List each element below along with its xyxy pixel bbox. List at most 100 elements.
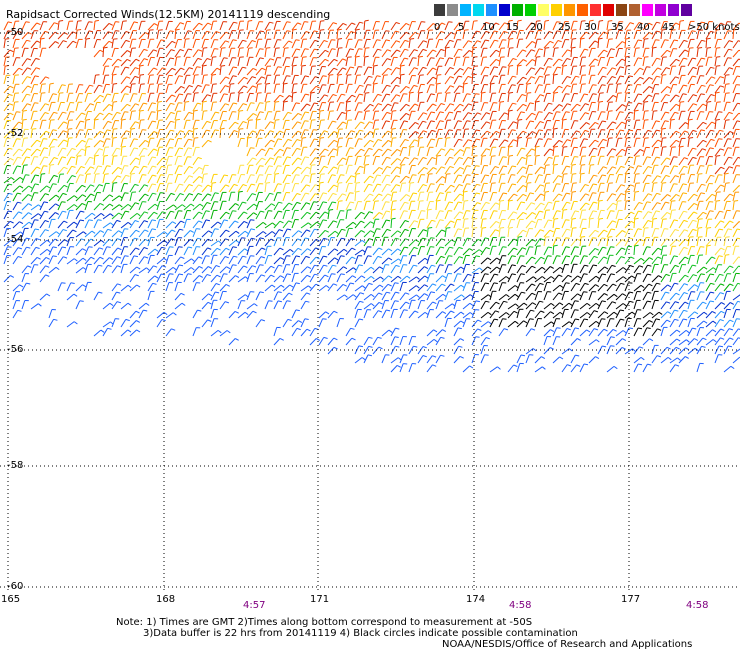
wind-barb bbox=[237, 57, 241, 67]
wind-barb-flag bbox=[189, 230, 194, 233]
wind-barb-flag bbox=[378, 193, 383, 196]
wind-barb-flag bbox=[396, 166, 401, 169]
wind-barb bbox=[516, 282, 521, 292]
wind-barb-flag bbox=[584, 282, 589, 285]
wind-barb bbox=[678, 21, 681, 31]
wind-barb-flag bbox=[146, 267, 150, 271]
wind-barb bbox=[723, 273, 728, 283]
wind-barb bbox=[399, 120, 405, 130]
wind-barb-flag bbox=[295, 39, 300, 41]
wind-barb bbox=[588, 66, 592, 76]
wind-barb-flag bbox=[414, 67, 419, 70]
wind-barb-flag bbox=[513, 139, 518, 142]
wind-barb bbox=[579, 202, 587, 211]
wind-barb bbox=[255, 57, 261, 67]
wind-barb-flag bbox=[305, 31, 310, 34]
wind-barb-flag bbox=[612, 283, 617, 287]
wind-barb-flag bbox=[289, 284, 294, 288]
wind-barb bbox=[75, 203, 83, 211]
wind-barb bbox=[471, 238, 479, 247]
wind-barb bbox=[246, 93, 251, 103]
wind-barb bbox=[435, 176, 443, 184]
wind-barb bbox=[129, 39, 133, 49]
wind-barb bbox=[183, 175, 190, 184]
wind-barb bbox=[102, 183, 107, 193]
wind-barb bbox=[696, 129, 702, 139]
wind-barb-flag bbox=[376, 75, 381, 77]
wind-barb-flag bbox=[259, 264, 264, 266]
wind-barb bbox=[93, 213, 102, 220]
wind-barb bbox=[354, 292, 361, 301]
wind-barb bbox=[669, 130, 677, 139]
wind-barb bbox=[597, 93, 601, 103]
wind-barb-flag bbox=[553, 91, 559, 94]
wind-barb-flag bbox=[656, 202, 661, 205]
wind-barb-flag bbox=[54, 22, 59, 25]
wind-barb bbox=[273, 130, 281, 139]
wind-barb-flag bbox=[593, 201, 598, 204]
wind-barb-flag bbox=[360, 148, 365, 152]
wind-barb bbox=[174, 39, 179, 49]
wind-barb bbox=[327, 102, 331, 112]
wind-barb bbox=[687, 220, 694, 229]
wind-barb bbox=[408, 183, 411, 193]
wind-barb bbox=[48, 22, 55, 31]
wind-barb-flag bbox=[292, 91, 297, 94]
wind-barb bbox=[534, 21, 537, 31]
wind-barb-flag bbox=[26, 39, 31, 42]
wind-barb bbox=[588, 201, 594, 211]
wind-barb bbox=[534, 155, 537, 166]
wind-barb-flag bbox=[126, 130, 131, 133]
wind-barb bbox=[525, 265, 533, 274]
wind-barb bbox=[606, 57, 611, 67]
wind-barb bbox=[507, 183, 513, 193]
wind-barb bbox=[597, 84, 603, 94]
wind-barb bbox=[192, 256, 199, 265]
wind-barb-flag bbox=[720, 283, 725, 286]
wind-barb bbox=[39, 257, 47, 265]
wind-barb-flag bbox=[590, 164, 595, 166]
wind-barb bbox=[462, 228, 466, 238]
wind-barb bbox=[444, 93, 447, 103]
wind-barb-flag bbox=[683, 84, 688, 87]
wind-barb bbox=[489, 39, 495, 49]
wind-barb bbox=[606, 95, 614, 103]
wind-barb bbox=[381, 237, 385, 247]
wind-barb-flag bbox=[223, 219, 229, 222]
wind-barb-flag bbox=[334, 230, 339, 234]
wind-barb bbox=[435, 256, 442, 265]
wind-barb bbox=[300, 48, 306, 58]
wind-barb bbox=[201, 39, 206, 49]
wind-barb bbox=[192, 203, 201, 211]
wind-barb bbox=[30, 238, 37, 247]
wind-barb bbox=[471, 57, 474, 67]
wind-barb-flag bbox=[505, 276, 510, 280]
wind-barb bbox=[219, 256, 226, 265]
wind-barb-flag bbox=[27, 85, 32, 89]
wind-barb-flag bbox=[424, 284, 429, 288]
wind-barb bbox=[174, 138, 179, 148]
wind-barb bbox=[318, 138, 321, 148]
wind-barb bbox=[390, 40, 397, 49]
wind-barb-flag bbox=[88, 246, 93, 248]
wind-barb bbox=[273, 300, 279, 310]
wind-barb-flag bbox=[472, 46, 477, 49]
wind-barb-flag bbox=[666, 157, 671, 160]
wind-barb-flag bbox=[36, 139, 41, 143]
wind-barb bbox=[156, 174, 162, 184]
wind-barb-flag bbox=[511, 84, 516, 86]
wind-barb bbox=[309, 238, 317, 247]
wind-barb bbox=[372, 83, 375, 94]
wind-barb-flag bbox=[121, 145, 126, 148]
wind-barb bbox=[606, 39, 610, 49]
wind-barb-flag bbox=[610, 246, 615, 248]
wind-barb-flag bbox=[601, 273, 607, 276]
wind-barb bbox=[471, 48, 474, 58]
wind-barb bbox=[489, 83, 492, 94]
wind-barb bbox=[561, 76, 568, 85]
wind-barb bbox=[732, 102, 738, 112]
wind-barb-flag bbox=[135, 58, 140, 62]
wind-barb-flag bbox=[495, 229, 500, 232]
wind-barb bbox=[12, 231, 21, 238]
wind-barb bbox=[93, 39, 98, 49]
